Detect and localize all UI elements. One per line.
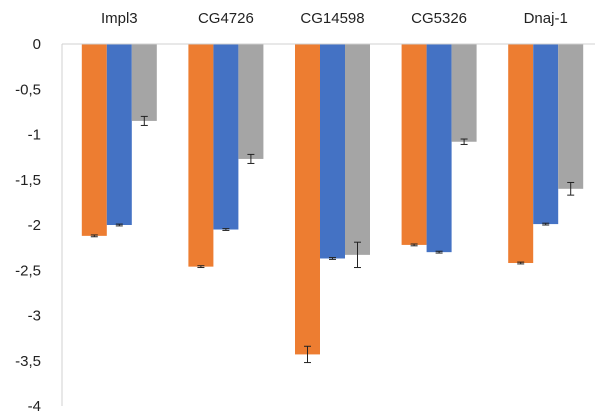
- y-tick-label: -0,5: [15, 81, 41, 98]
- category-label: CG14598: [300, 10, 364, 27]
- y-tick-label: 0: [33, 36, 41, 53]
- bar: [81, 44, 107, 236]
- bar: [320, 44, 345, 259]
- category-label: Dnaj-1: [524, 10, 568, 27]
- bar: [295, 44, 320, 355]
- y-tick-label: -3: [28, 308, 41, 325]
- bar: [188, 44, 214, 267]
- bar: [533, 44, 559, 225]
- bar: [345, 44, 370, 255]
- bar: [508, 44, 534, 264]
- bar: [131, 44, 157, 121]
- y-tick-label: -4: [28, 398, 41, 414]
- y-tick-label: -3,5: [15, 353, 41, 370]
- y-tick-label: -2,5: [15, 262, 41, 279]
- y-tick-label: -1,5: [15, 172, 41, 189]
- bar: [238, 44, 264, 159]
- category-label: CG5326: [411, 10, 467, 27]
- bar: [106, 44, 132, 225]
- bar: [426, 44, 452, 253]
- bar: [558, 44, 584, 189]
- bar: [213, 44, 239, 230]
- y-tick-label: -2: [28, 217, 41, 234]
- bar: [401, 44, 427, 245]
- category-label: CG4726: [198, 10, 254, 27]
- bar: [451, 44, 477, 142]
- category-label: Impl3: [101, 10, 138, 27]
- y-tick-label: -1: [28, 127, 41, 144]
